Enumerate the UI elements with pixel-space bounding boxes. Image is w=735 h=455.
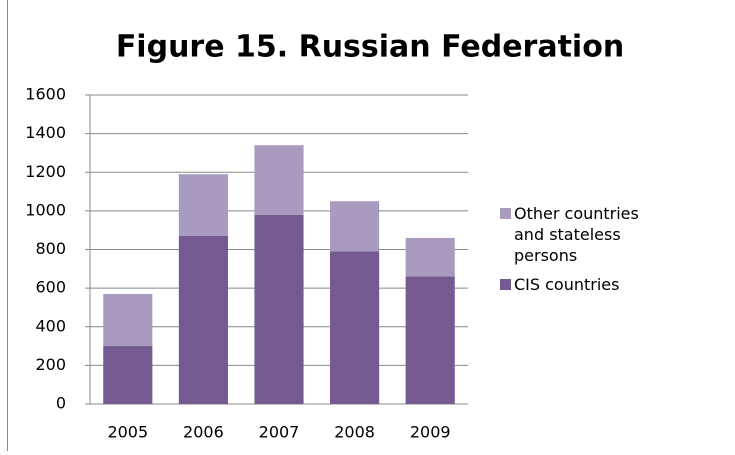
- legend-swatch: [500, 279, 511, 290]
- bar-segment: [330, 201, 379, 251]
- y-tick-label: 0: [56, 394, 66, 413]
- bar-segment: [330, 251, 379, 404]
- y-tick-label: 600: [35, 278, 66, 297]
- chart-title: Figure 15. Russian Federation: [116, 30, 624, 65]
- y-tick-label: 1200: [25, 162, 66, 181]
- bar-segment: [254, 145, 303, 215]
- y-tick-label: 200: [35, 355, 66, 374]
- x-tick-label: 2008: [334, 423, 375, 442]
- y-tick-label: 1600: [25, 85, 66, 104]
- bar-segment: [406, 277, 455, 404]
- y-tick-label: 400: [35, 316, 66, 335]
- legend-item: CIS countries: [500, 274, 670, 295]
- y-tick-label: 1400: [25, 123, 66, 142]
- bar-segment: [406, 238, 455, 277]
- legend-label: Other countries and stateless persons: [514, 204, 639, 265]
- y-tick-label: 800: [35, 239, 66, 258]
- legend-swatch: [500, 208, 511, 219]
- bar-segment: [179, 236, 228, 404]
- bar-segment: [179, 174, 228, 236]
- bar-segment: [103, 346, 152, 404]
- x-tick-label: 2009: [410, 423, 451, 442]
- legend: Other countries and stateless persons CIS…: [500, 203, 670, 303]
- x-tick-label: 2006: [183, 423, 224, 442]
- y-tick-label: 1000: [25, 200, 66, 219]
- bar-segment: [254, 215, 303, 404]
- bar-segment: [103, 294, 152, 346]
- legend-item: Other countries and stateless persons: [500, 203, 670, 266]
- legend-label: CIS countries: [514, 275, 619, 294]
- x-tick-label: 2005: [107, 423, 148, 442]
- x-tick-label: 2007: [259, 423, 300, 442]
